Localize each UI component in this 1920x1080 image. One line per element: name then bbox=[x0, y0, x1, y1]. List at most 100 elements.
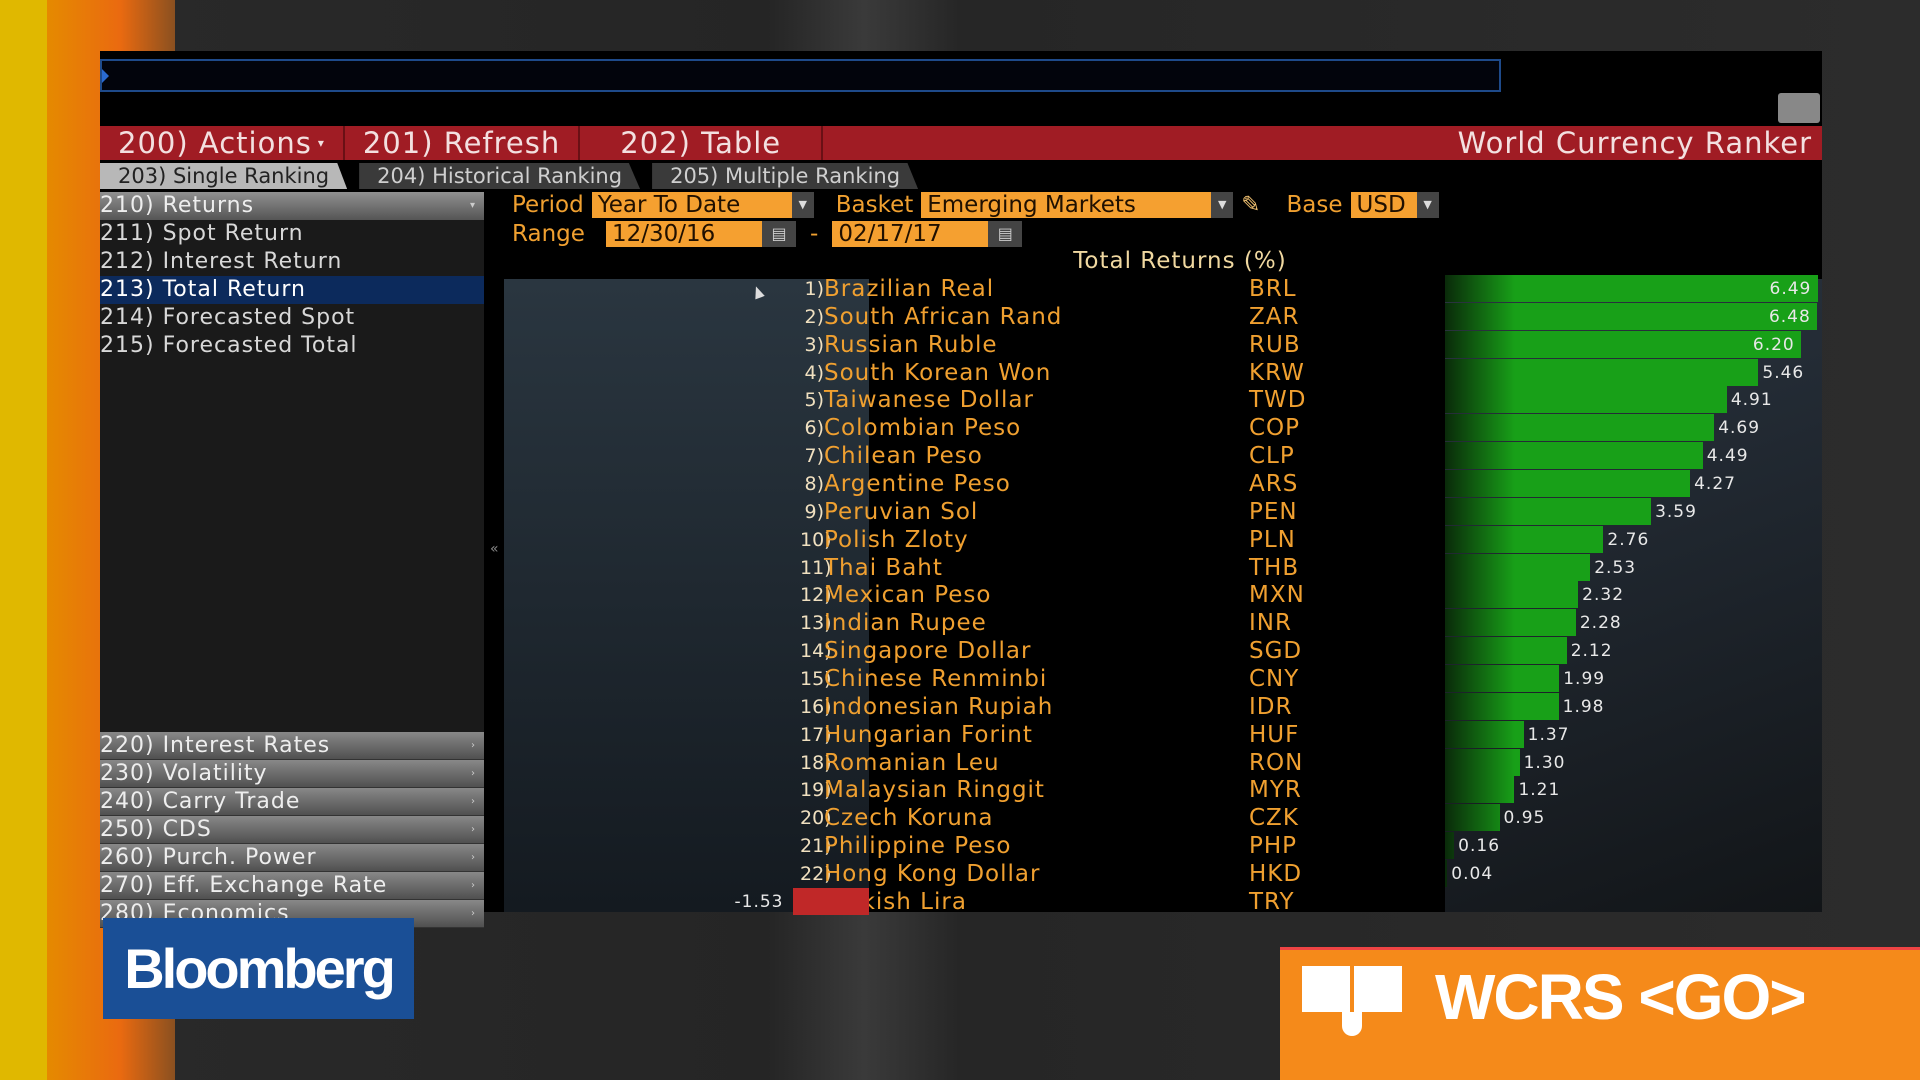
sidebar-category-item[interactable]: 240) Carry Trade › bbox=[100, 788, 484, 816]
bar-value-label: -1.53 bbox=[734, 891, 784, 912]
tab-historical-ranking[interactable]: 204) Historical Ranking bbox=[359, 163, 641, 189]
currency-name: Hungarian Forint bbox=[824, 721, 1033, 748]
table-row[interactable]: 12) Mexican Peso MXN 2.32 bbox=[0, 581, 1920, 609]
currency-code: BRL bbox=[1249, 276, 1297, 302]
tab-multiple-ranking[interactable]: 205) Multiple Ranking bbox=[652, 163, 919, 189]
chevron-down-icon[interactable]: ▼ bbox=[791, 192, 814, 218]
currency-code: MYR bbox=[1249, 777, 1302, 804]
range-start-input[interactable]: 12/30/16 bbox=[606, 221, 762, 247]
currency-name: Malaysian Ringgit bbox=[824, 777, 1045, 804]
currency-code: CZK bbox=[1249, 805, 1299, 832]
chevron-right-icon: › bbox=[471, 824, 476, 835]
monitor-stand-icon bbox=[1342, 1012, 1362, 1036]
table-row[interactable]: 15) Chinese Renminbi CNY 1.99 bbox=[0, 665, 1920, 693]
bar-value-label: 2.53 bbox=[1594, 557, 1637, 578]
sidebar-item-returns[interactable]: 210) Returns ▾ bbox=[100, 192, 484, 220]
command-text: WCRS <GO> bbox=[1435, 961, 1807, 1033]
rank: 1) bbox=[804, 278, 824, 300]
screenshot-icon[interactable] bbox=[1778, 93, 1820, 123]
actions-button[interactable]: 200) Actions ▾ bbox=[100, 126, 345, 160]
sidebar-category-item[interactable]: 270) Eff. Exchange Rate › bbox=[100, 872, 484, 900]
table-row[interactable]: 14) Singapore Dollar SGD 2.12 bbox=[0, 637, 1920, 665]
command-line-input[interactable] bbox=[100, 59, 1501, 92]
base-select[interactable]: USD bbox=[1350, 192, 1417, 218]
table-row[interactable]: 7) Chilean Peso CLP 4.49 bbox=[0, 442, 1920, 470]
sidebar-category-item[interactable]: 230) Volatility › bbox=[100, 760, 484, 788]
sidebar-item-forecasted-total[interactable]: 215) Forecasted Total bbox=[100, 333, 358, 358]
range-end-input[interactable]: 02/17/17 bbox=[832, 221, 989, 247]
sidebar-item-label: 270) Eff. Exchange Rate bbox=[100, 873, 388, 898]
table-row[interactable]: 10) Polish Zloty PLN 2.76 bbox=[0, 525, 1920, 554]
table-row[interactable]: 20) Czech Koruna CZK 0.95 bbox=[0, 804, 1920, 832]
sidebar-item-forecasted-spot[interactable]: 214) Forecasted Spot bbox=[100, 305, 356, 330]
chevron-right-icon: › bbox=[471, 740, 476, 751]
tab-single-ranking[interactable]: 203) Single Ranking bbox=[100, 163, 348, 189]
table-row[interactable]: 11) Thai Baht THB 2.53 bbox=[0, 553, 1920, 582]
sidebar-item-spot-return[interactable]: 211) Spot Return bbox=[100, 221, 304, 246]
collapse-sidebar-icon[interactable]: « bbox=[490, 541, 499, 557]
currency-name: Romanian Leu bbox=[824, 749, 1000, 776]
table-row[interactable]: 21) Philippine Peso PHP 0.16 bbox=[0, 832, 1920, 860]
currency-name: Russian Ruble bbox=[824, 331, 998, 358]
currency-name: Argentine Peso bbox=[824, 471, 1011, 498]
table-row[interactable]: 5) Taiwanese Dollar TWD 4.91 bbox=[0, 386, 1920, 414]
bar bbox=[1445, 330, 1801, 358]
currency-code: TRY bbox=[1249, 888, 1295, 915]
table-row[interactable]: 16) Indonesian Rupiah IDR 1.98 bbox=[0, 692, 1920, 721]
page-title: World Currency Ranker bbox=[1457, 126, 1812, 160]
chevron-down-icon: ▾ bbox=[317, 136, 325, 150]
pencil-icon[interactable]: ✎ bbox=[1241, 192, 1261, 218]
rank: 10) bbox=[800, 528, 832, 551]
table-row[interactable]: 2) South African Rand ZAR 6.48 bbox=[0, 302, 1920, 331]
table-button[interactable]: 202) Table bbox=[580, 126, 824, 160]
chevron-down-icon[interactable]: ▼ bbox=[1416, 192, 1439, 218]
currency-code: ARS bbox=[1249, 471, 1299, 498]
chevron-down-icon[interactable]: ▼ bbox=[1211, 192, 1234, 218]
table-row[interactable]: 19) Malaysian Ringgit MYR 1.21 bbox=[0, 776, 1920, 804]
bar bbox=[1445, 275, 1818, 302]
sidebar-item-label: 220) Interest Rates bbox=[100, 733, 331, 758]
basket-select[interactable]: Emerging Markets bbox=[921, 192, 1212, 218]
bar bbox=[1445, 637, 1567, 665]
currency-code: HUF bbox=[1249, 721, 1300, 748]
rank: 19) bbox=[800, 779, 832, 802]
chevron-right-icon: › bbox=[471, 880, 476, 891]
rank: 4) bbox=[804, 361, 824, 384]
sidebar-category-item[interactable]: 260) Purch. Power › bbox=[100, 844, 484, 872]
terminal-monitor-icon bbox=[1302, 966, 1402, 1012]
table-row[interactable]: 8) Argentine Peso ARS 4.27 bbox=[0, 470, 1920, 498]
bar bbox=[1445, 832, 1455, 860]
table-row[interactable]: 4) South Korean Won KRW 5.46 bbox=[0, 358, 1920, 387]
table-row[interactable]: 13) Indian Rupee INR 2.28 bbox=[0, 609, 1920, 637]
table-row[interactable]: 6) Colombian Peso COP 4.69 bbox=[0, 414, 1920, 442]
table-row[interactable]: 1) Brazilian Real BRL 6.49 bbox=[0, 275, 1920, 303]
refresh-button[interactable]: 201) Refresh bbox=[345, 126, 581, 160]
calendar-icon[interactable]: ▤ bbox=[988, 221, 1023, 247]
bar bbox=[1445, 497, 1652, 525]
sidebar-item-interest-return[interactable]: 212) Interest Return bbox=[100, 249, 343, 274]
table-row[interactable]: 9) Peruvian Sol PEN 3.59 bbox=[0, 497, 1920, 526]
currency-name: South Korean Won bbox=[824, 359, 1052, 386]
currency-code: RON bbox=[1249, 749, 1304, 776]
table-row[interactable]: 3) Russian Ruble RUB 6.20 bbox=[0, 330, 1920, 359]
bar bbox=[1445, 609, 1576, 637]
currency-name: Thai Baht bbox=[824, 554, 943, 581]
rank: 13) bbox=[800, 612, 832, 635]
currency-name: Hong Kong Dollar bbox=[824, 861, 1041, 888]
table-row[interactable]: 18) Romanian Leu RON 1.30 bbox=[0, 748, 1920, 777]
chevron-right-icon: › bbox=[471, 768, 476, 779]
currency-code: COP bbox=[1249, 415, 1301, 442]
range-label: Range bbox=[512, 221, 585, 247]
bar-value-label: 5.46 bbox=[1762, 362, 1805, 383]
sidebar-category-item[interactable]: 220) Interest Rates › bbox=[100, 732, 484, 760]
period-select[interactable]: Year To Date bbox=[591, 192, 792, 218]
rank: 5) bbox=[804, 389, 824, 412]
table-row[interactable]: 17) Hungarian Forint HUF 1.37 bbox=[0, 720, 1920, 749]
sidebar-item-total-return[interactable]: 213) Total Return bbox=[100, 276, 484, 304]
sidebar-category-item[interactable]: 250) CDS › bbox=[100, 816, 484, 844]
calendar-icon[interactable]: ▤ bbox=[762, 221, 796, 247]
rank: 12) bbox=[800, 584, 832, 607]
table-row[interactable]: 22) Hong Kong Dollar HKD 0.04 bbox=[0, 860, 1920, 888]
chevron-right-icon: › bbox=[471, 796, 476, 807]
